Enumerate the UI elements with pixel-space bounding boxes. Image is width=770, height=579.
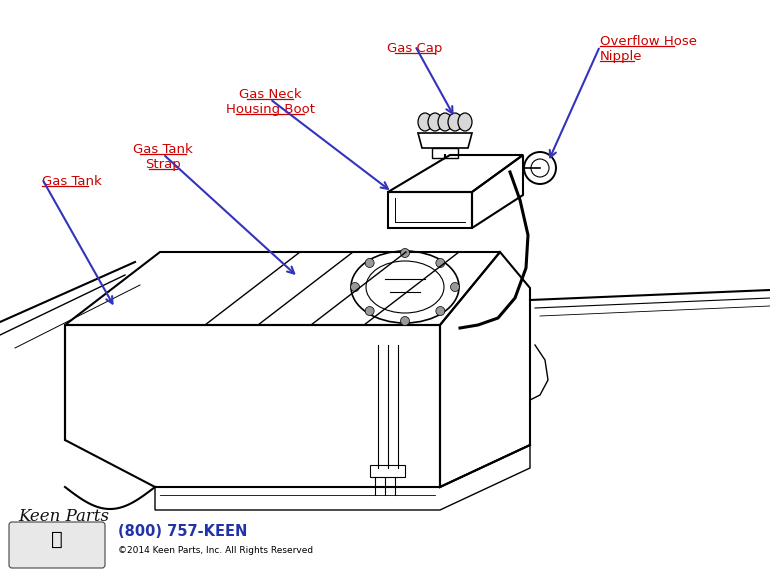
Circle shape bbox=[436, 258, 445, 267]
Text: Housing Boot: Housing Boot bbox=[226, 102, 314, 116]
Text: Keen Parts: Keen Parts bbox=[18, 508, 109, 525]
Text: (800) 757-KEEN: (800) 757-KEEN bbox=[118, 524, 247, 539]
Circle shape bbox=[365, 306, 374, 316]
Text: Strap: Strap bbox=[145, 157, 181, 171]
Text: Gas Cap: Gas Cap bbox=[387, 42, 443, 55]
Circle shape bbox=[400, 248, 410, 258]
Circle shape bbox=[450, 283, 460, 291]
Circle shape bbox=[436, 306, 445, 316]
Circle shape bbox=[365, 258, 374, 267]
Ellipse shape bbox=[438, 113, 452, 131]
Text: Gas Tank: Gas Tank bbox=[42, 175, 102, 188]
Circle shape bbox=[400, 317, 410, 325]
Text: 🚗: 🚗 bbox=[51, 530, 63, 549]
Ellipse shape bbox=[448, 113, 462, 131]
Text: Gas Tank: Gas Tank bbox=[133, 143, 192, 156]
Ellipse shape bbox=[418, 113, 432, 131]
Circle shape bbox=[350, 283, 360, 291]
FancyBboxPatch shape bbox=[9, 522, 105, 568]
Text: Nipple: Nipple bbox=[600, 50, 642, 63]
Text: ©2014 Keen Parts, Inc. All Rights Reserved: ©2014 Keen Parts, Inc. All Rights Reserv… bbox=[118, 546, 313, 555]
Ellipse shape bbox=[428, 113, 442, 131]
Bar bbox=[432, 148, 458, 158]
Text: Gas Neck: Gas Neck bbox=[239, 88, 301, 101]
Ellipse shape bbox=[458, 113, 472, 131]
Text: Overflow Hose: Overflow Hose bbox=[600, 35, 697, 48]
Bar bbox=[370, 465, 405, 477]
